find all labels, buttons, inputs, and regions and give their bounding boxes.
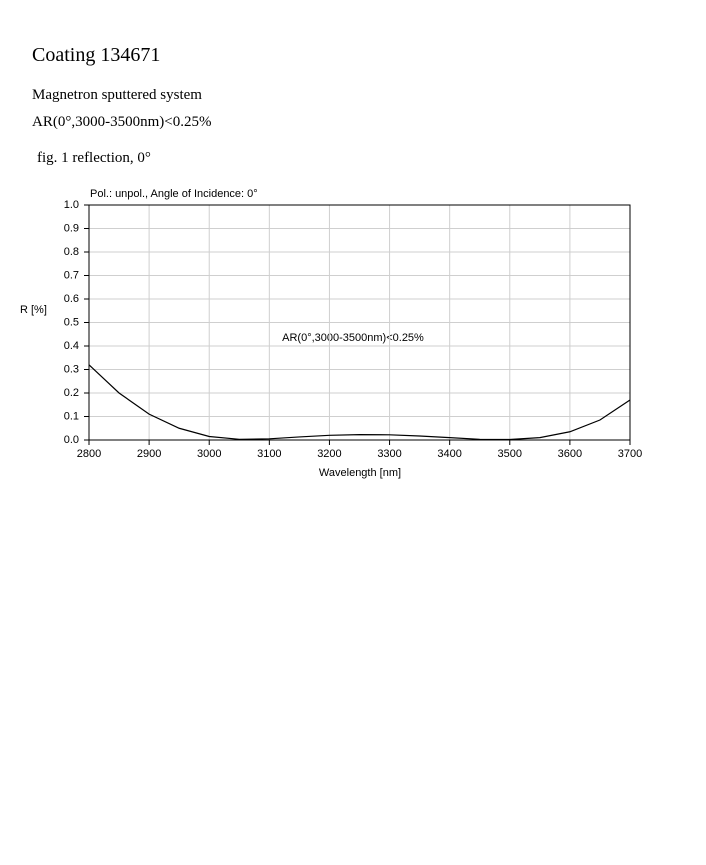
x-tick-label: 3300 <box>377 448 401 460</box>
plot-frame <box>88 204 631 441</box>
title: Coating 134671 <box>32 44 160 66</box>
plot: 0.0 0.1 0.2 0.3 0.4 0.5 0.6 0.7 0.8 0.9 1.0 2800 290… <box>64 199 643 460</box>
x-tick-label: 3000 <box>197 448 221 460</box>
y-tick-label: 0.7 <box>64 269 79 281</box>
y-axis-label: R [%] <box>20 304 47 316</box>
x-tick-label: 2800 <box>77 448 101 460</box>
x-tick-label: 3400 <box>437 448 461 460</box>
y-tick-label: 0.4 <box>64 340 79 352</box>
line-series <box>88 364 631 441</box>
x-tick-label: 3600 <box>558 448 582 460</box>
y-tick-label: 0.9 <box>64 222 79 234</box>
subtitle: Magnetron sputtered system <box>32 87 202 103</box>
y-tick-label: 0.5 <box>64 316 79 328</box>
y-tick-label: 0.0 <box>64 434 79 446</box>
x-tick-label: 2900 <box>137 448 161 460</box>
y-tick-label: 0.3 <box>64 363 79 375</box>
figure-caption: fig. 1 reflection, 0° <box>37 150 151 166</box>
x-tick-label: 3100 <box>257 448 281 460</box>
x-axis-label: Wavelength [nm] <box>319 467 401 479</box>
spec: AR(0°,3000-3500nm)<0.25% <box>32 114 211 130</box>
annotation: AR(0°,3000-3500nm)<0.25% <box>282 332 424 344</box>
x-tick-label: 3700 <box>618 448 642 460</box>
y-tick-label: 1.0 <box>64 199 79 211</box>
y-tick-label: 0.1 <box>64 410 79 422</box>
x-tick-label: 3500 <box>498 448 522 460</box>
y-tick-label: 0.2 <box>64 387 79 399</box>
y-tick-label: 0.6 <box>64 293 79 305</box>
y-tick-label: 0.8 <box>64 246 79 258</box>
x-tick-label: 3200 <box>317 448 341 460</box>
chart-title: Pol.: unpol., Angle of Incidence: 0° <box>90 188 258 200</box>
